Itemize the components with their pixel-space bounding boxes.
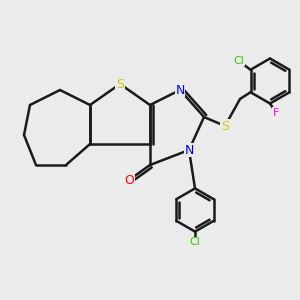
Text: S: S <box>221 119 229 133</box>
Text: N: N <box>184 143 194 157</box>
Text: Cl: Cl <box>233 56 244 66</box>
Text: Cl: Cl <box>190 237 200 247</box>
Text: O: O <box>124 173 134 187</box>
Text: F: F <box>273 107 279 118</box>
Text: N: N <box>175 83 185 97</box>
Text: S: S <box>116 77 124 91</box>
